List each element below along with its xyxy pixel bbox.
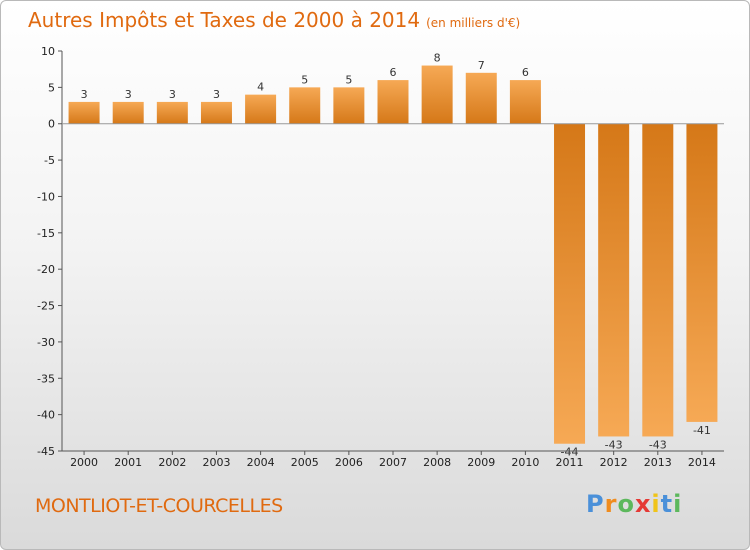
y-tick-label: -20 [37, 263, 55, 276]
logo-letter: o [617, 490, 635, 518]
x-tick-label: 2003 [202, 456, 230, 469]
x-tick-label: 2006 [335, 456, 363, 469]
x-tick-label: 2014 [688, 456, 716, 469]
y-tick-label: -5 [44, 154, 55, 167]
bar [112, 101, 144, 124]
x-tick-label: 2013 [644, 456, 672, 469]
proxiti-logo[interactable]: Proxiti [586, 490, 682, 518]
data-label: 3 [125, 88, 132, 101]
data-label: 3 [213, 88, 220, 101]
x-tick-label: 2000 [70, 456, 98, 469]
logo-letter: i [651, 490, 661, 518]
bar [289, 87, 321, 124]
chart-title: Autres Impôts et Taxes de 2000 à 2014 (en… [28, 8, 520, 32]
x-tick-label: 2004 [247, 456, 275, 469]
bar [642, 123, 674, 437]
x-tick-label: 2001 [114, 456, 142, 469]
x-tick-label: 2005 [291, 456, 319, 469]
y-tick-label: -45 [37, 445, 55, 458]
bar [598, 123, 630, 437]
bar [68, 101, 100, 124]
bar [156, 101, 188, 124]
y-tick-label: 0 [48, 118, 55, 131]
data-label: 6 [390, 66, 397, 79]
x-tick-label: 2007 [379, 456, 407, 469]
data-label: 7 [478, 59, 485, 72]
x-tick-label: 2010 [511, 456, 539, 469]
x-tick-label: 2002 [158, 456, 186, 469]
bar [200, 101, 232, 124]
y-tick-label: 10 [41, 45, 55, 58]
x-tick-label: 2009 [467, 456, 495, 469]
data-label: 6 [522, 66, 529, 79]
data-label: 8 [434, 52, 441, 65]
bar [465, 72, 497, 124]
axes-group: 10 5 0 -5 -10 -15 -20 -25 -30 -35 -40 -45 2000 2001 20… [37, 45, 724, 469]
logo-letter: t [660, 490, 674, 518]
title-text: Autres Impôts et Taxes de 2000 à 2014 [28, 8, 421, 32]
city-name: MONTLIOT-ET-COURCELLES [35, 495, 283, 517]
bar [509, 80, 541, 124]
y-tick-label: -35 [37, 372, 55, 385]
bar [377, 80, 409, 124]
bar [421, 65, 453, 124]
data-label: 4 [257, 81, 264, 94]
data-label: -43 [605, 438, 623, 451]
chart-subtitle: (en milliers d'€) [426, 16, 521, 30]
y-tick-label: 5 [48, 81, 55, 94]
data-label: 3 [169, 88, 176, 101]
bar [686, 123, 718, 422]
y-tick-label: -30 [37, 336, 55, 349]
data-label: 5 [301, 73, 308, 86]
data-label: 5 [345, 73, 352, 86]
data-label: -41 [693, 424, 711, 437]
y-tick-label: -15 [37, 227, 55, 240]
bar [554, 123, 586, 444]
logo-letter: i [673, 490, 683, 518]
y-tick-label: -40 [37, 409, 55, 422]
x-tick-label: 2011 [556, 456, 584, 469]
y-tick-label: -10 [37, 190, 55, 203]
x-tick-label: 2012 [600, 456, 628, 469]
y-tick-label: -25 [37, 300, 55, 313]
logo-letter: x [634, 490, 652, 518]
bar [245, 94, 277, 124]
bar [333, 87, 365, 124]
x-tick-label: 2008 [423, 456, 451, 469]
data-label: 3 [81, 88, 88, 101]
logo-letter: r [604, 490, 618, 518]
logo-letter: P [586, 490, 605, 518]
data-label: -43 [649, 438, 667, 451]
